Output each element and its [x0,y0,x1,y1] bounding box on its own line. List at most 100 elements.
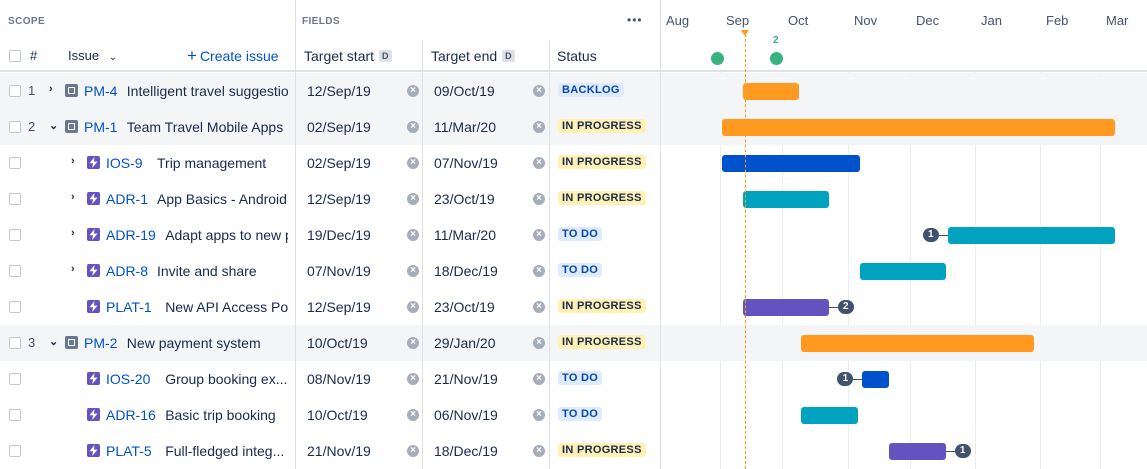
issue-key-link[interactable]: ADR-19 [106,227,156,243]
dependency-count-badge[interactable]: 2 [837,300,854,314]
target-end-value[interactable]: 07/Nov/19 [434,155,498,171]
timeline-bar[interactable] [862,371,890,388]
row-checkbox[interactable] [9,193,21,205]
row-checkbox[interactable] [9,337,21,349]
row-checkbox[interactable] [9,301,21,313]
clear-icon[interactable]: × [533,409,545,421]
target-end-value[interactable]: 23/Oct/19 [434,191,495,207]
table-row[interactable]: 1 › PM-4 Intelligent travel suggestion 12/Se… [0,73,1147,109]
issue-key-link[interactable]: PM-2 [84,335,118,351]
row-checkbox[interactable] [9,265,21,277]
target-start-value[interactable]: 08/Nov/19 [307,371,371,387]
chevron-right-icon[interactable]: › [71,191,75,203]
issue-summary[interactable]: New payment system [126,335,261,351]
issue-column-header[interactable]: Issue ⌄ [68,48,117,63]
issue-summary[interactable]: Invite and share [157,263,257,279]
timeline-bar[interactable] [889,443,946,460]
clear-icon[interactable]: × [533,193,545,205]
select-all-checkbox[interactable] [9,50,21,62]
timeline-bar[interactable] [801,335,1034,352]
status-lozenge[interactable]: IN PROGRESS [558,191,646,205]
issue-summary[interactable]: Trip management [157,155,267,171]
target-start-value[interactable]: 19/Dec/19 [307,227,371,243]
target-end-value[interactable]: 11/Mar/20 [434,227,496,243]
status-lozenge[interactable]: TO DO [558,263,603,277]
issue-summary[interactable]: Intelligent travel suggestion [126,83,288,99]
target-start-value[interactable]: 10/Oct/19 [307,407,368,423]
chevron-down-icon[interactable]: ⌄ [49,120,59,132]
timeline-bar[interactable] [742,83,800,100]
clear-icon[interactable]: × [407,121,419,133]
clear-icon[interactable]: × [407,85,419,97]
target-start-value[interactable]: 12/Sep/19 [307,191,371,207]
status-lozenge[interactable]: TO DO [558,407,603,421]
issue-key-link[interactable]: ADR-1 [106,191,149,207]
row-checkbox[interactable] [9,85,21,97]
clear-icon[interactable]: × [407,229,419,241]
issue-key-link[interactable]: PLAT-1 [106,299,152,315]
clear-icon[interactable]: × [407,301,419,313]
clear-icon[interactable]: × [533,85,545,97]
clear-icon[interactable]: × [533,229,545,241]
release-milestone-icon[interactable] [711,52,724,65]
issue-key-link[interactable]: PLAT-5 [106,443,152,459]
dependency-count-badge[interactable]: 1 [837,372,854,386]
issue-key-link[interactable]: IOS-20 [106,371,151,387]
table-row[interactable]: PLAT-5 Full-fledged integ... 21/Nov/19 × 18/… [0,433,1147,469]
issue-key-link[interactable]: ADR-16 [106,407,156,423]
status-lozenge[interactable]: BACKLOG [558,83,624,97]
timeline-bar[interactable] [860,263,946,280]
issue-key-link[interactable]: ADR-8 [106,263,149,279]
clear-icon[interactable]: × [407,445,419,457]
issue-key-link[interactable]: PM-4 [84,83,118,99]
clear-icon[interactable]: × [533,157,545,169]
clear-icon[interactable]: × [407,157,419,169]
target-start-header[interactable]: Target start D [304,48,392,64]
clear-icon[interactable]: × [407,193,419,205]
target-end-value[interactable]: 06/Nov/19 [434,407,498,423]
clear-icon[interactable]: × [533,373,545,385]
target-end-value[interactable]: 11/Mar/20 [434,119,496,135]
dependency-count-badge[interactable]: 1 [922,228,939,242]
status-lozenge[interactable]: TO DO [558,227,603,241]
timeline-bar[interactable] [801,407,859,424]
target-start-value[interactable]: 07/Nov/19 [307,263,371,279]
target-start-value[interactable]: 12/Sep/19 [307,83,371,99]
issue-summary[interactable]: Adapt apps to new pa [165,227,288,243]
status-lozenge[interactable]: IN PROGRESS [558,299,646,313]
issue-key-link[interactable]: IOS-9 [106,155,143,171]
timeline-bar[interactable] [722,119,1116,136]
issue-key-link[interactable]: PM-1 [84,119,118,135]
row-checkbox[interactable] [9,409,21,421]
target-start-value[interactable]: 12/Sep/19 [307,299,371,315]
target-end-value[interactable]: 21/Nov/19 [434,371,498,387]
chevron-right-icon[interactable]: › [71,227,75,239]
target-end-value[interactable]: 23/Oct/19 [434,299,495,315]
dependency-count-badge[interactable]: 1 [954,444,971,458]
clear-icon[interactable]: × [407,409,419,421]
issue-summary[interactable]: New API Access Point [165,299,288,315]
chevron-down-icon[interactable]: ⌄ [49,336,59,348]
chevron-right-icon[interactable]: › [71,155,75,167]
row-checkbox[interactable] [9,229,21,241]
chevron-right-icon[interactable]: › [71,263,75,275]
target-start-value[interactable]: 10/Oct/19 [307,335,368,351]
timeline-bar[interactable] [722,155,861,172]
row-checkbox[interactable] [9,373,21,385]
clear-icon[interactable]: × [533,337,545,349]
table-row[interactable]: › ADR-19 Adapt apps to new pa 19/Dec/19 × 11/… [0,217,1147,253]
target-start-value[interactable]: 02/Sep/19 [307,155,371,171]
timeline-bar[interactable] [742,191,829,208]
table-row[interactable]: PLAT-1 New API Access Point 12/Sep/19 × 23/O… [0,289,1147,325]
clear-icon[interactable]: × [407,337,419,349]
target-start-value[interactable]: 02/Sep/19 [307,119,371,135]
target-end-header[interactable]: Target end D [431,48,515,64]
target-end-value[interactable]: 09/Oct/19 [434,83,495,99]
clear-icon[interactable]: × [533,121,545,133]
issue-summary[interactable]: App Basics - Android [157,191,287,207]
clear-icon[interactable]: × [407,373,419,385]
target-start-value[interactable]: 21/Nov/19 [307,443,371,459]
table-row[interactable]: › IOS-9 Trip management 02/Sep/19 × 07/Nov/19… [0,145,1147,181]
table-row[interactable]: ADR-16 Basic trip booking 10/Oct/19 × 06/Nov… [0,397,1147,433]
release-milestone-icon[interactable] [770,52,783,65]
